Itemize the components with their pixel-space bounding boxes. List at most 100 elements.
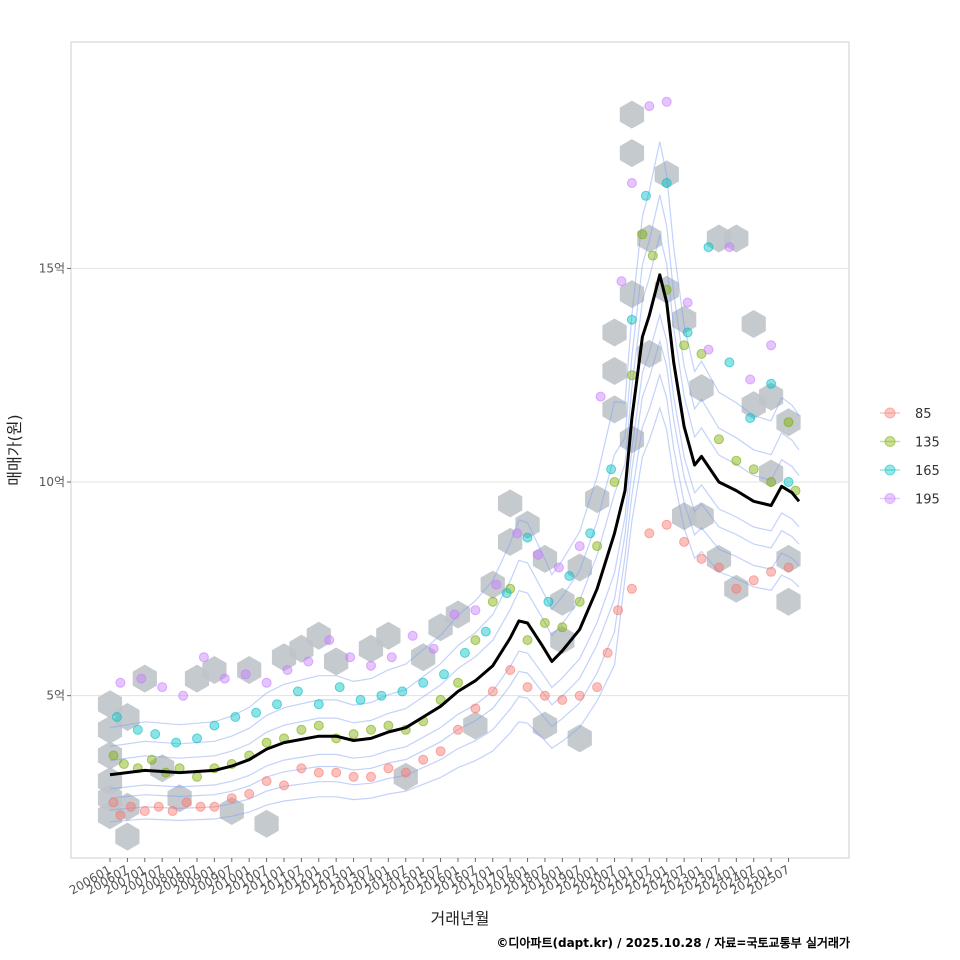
hex-bin — [115, 703, 140, 731]
legend-key-dot — [884, 436, 896, 447]
point-195 — [240, 669, 251, 680]
hex-bin — [619, 425, 645, 454]
hex-bin — [463, 711, 488, 740]
hex-bin — [498, 489, 523, 518]
legend-key-dot — [884, 407, 896, 419]
point-165 — [783, 477, 794, 487]
hex-bin — [602, 357, 627, 385]
point-195 — [745, 374, 756, 385]
point-85 — [366, 771, 376, 782]
point-85 — [167, 806, 178, 816]
point-85 — [209, 801, 220, 812]
point-165 — [522, 532, 533, 543]
point-85 — [592, 682, 603, 693]
x-axis-ticks: 2006012006072007012007072008012008072009… — [67, 858, 792, 898]
point-165 — [376, 690, 387, 701]
point-85 — [505, 665, 516, 675]
point-85 — [244, 788, 255, 799]
point-85 — [400, 767, 411, 778]
hex-bin — [306, 621, 331, 650]
hex-bin — [585, 485, 610, 514]
hex-bin — [602, 395, 627, 424]
point-85 — [557, 694, 568, 705]
point-165 — [543, 596, 554, 607]
hex-bin — [654, 160, 679, 189]
point-85 — [153, 801, 164, 812]
hex-bin — [532, 544, 558, 573]
contour-line — [109, 194, 800, 747]
point-195 — [661, 96, 672, 107]
point-135 — [647, 250, 658, 261]
point-135 — [487, 596, 498, 607]
point-195 — [386, 652, 397, 663]
point-135 — [470, 635, 481, 646]
point-165 — [171, 737, 182, 748]
hex-bin — [724, 574, 749, 603]
point-135 — [453, 677, 463, 688]
contour-line — [109, 406, 800, 823]
point-85 — [470, 703, 481, 714]
point-85 — [296, 763, 307, 774]
point-165 — [682, 327, 693, 338]
point-165 — [439, 669, 449, 680]
point-85 — [696, 553, 707, 564]
hex-bin — [167, 784, 192, 813]
point-165 — [292, 686, 303, 697]
point-135 — [592, 541, 603, 552]
point-195 — [644, 101, 655, 112]
legend-label: 135 — [915, 436, 940, 451]
point-165 — [192, 733, 202, 744]
point-195 — [449, 609, 460, 620]
point-195 — [136, 673, 147, 684]
point-135 — [557, 622, 568, 633]
point-165 — [724, 357, 735, 368]
legend-key-dot — [884, 464, 896, 476]
hex-bin — [672, 305, 697, 334]
point-195 — [324, 635, 335, 646]
y-axis-ticks: 5억 10억 15억 — [39, 261, 71, 703]
plot-panel — [70, 41, 850, 859]
point-165 — [355, 694, 366, 705]
point-85 — [125, 801, 136, 812]
point-135 — [574, 596, 585, 607]
x-axis-title: 거래년월 — [431, 909, 490, 928]
point-165 — [418, 677, 429, 688]
hex-bin — [637, 224, 662, 253]
hex-bin — [376, 621, 401, 650]
point-195 — [491, 579, 502, 590]
point-135 — [313, 720, 324, 731]
point-165 — [745, 413, 756, 423]
point-135 — [192, 771, 202, 782]
point-85 — [613, 605, 623, 616]
legend-label: 195 — [915, 493, 940, 508]
contour-line — [109, 234, 800, 762]
point-135 — [383, 720, 394, 731]
hex-bin — [759, 382, 784, 411]
hex-bin — [115, 792, 140, 821]
point-195 — [178, 690, 189, 701]
point-135 — [766, 477, 777, 487]
point-195 — [366, 660, 376, 671]
hex-bin — [550, 626, 575, 655]
point-165 — [209, 720, 220, 731]
point-165 — [112, 712, 122, 722]
point-135 — [539, 618, 550, 628]
point-85 — [313, 767, 324, 778]
point-195 — [553, 562, 564, 573]
point-85 — [108, 797, 119, 808]
contour-line — [109, 339, 800, 799]
point-195 — [345, 652, 356, 663]
point-165 — [564, 571, 575, 581]
y-tick-label: 5억 — [46, 689, 65, 703]
hex-bin — [445, 600, 471, 629]
hex-bin — [619, 100, 645, 129]
point-85 — [731, 583, 742, 594]
hex-bin — [567, 724, 592, 753]
point-135 — [348, 729, 359, 740]
point-135 — [783, 417, 794, 428]
point-195 — [198, 652, 209, 663]
point-165 — [150, 729, 161, 740]
y-tick-label: 15억 — [39, 261, 65, 275]
point-135 — [609, 477, 620, 487]
point-165 — [397, 686, 408, 697]
